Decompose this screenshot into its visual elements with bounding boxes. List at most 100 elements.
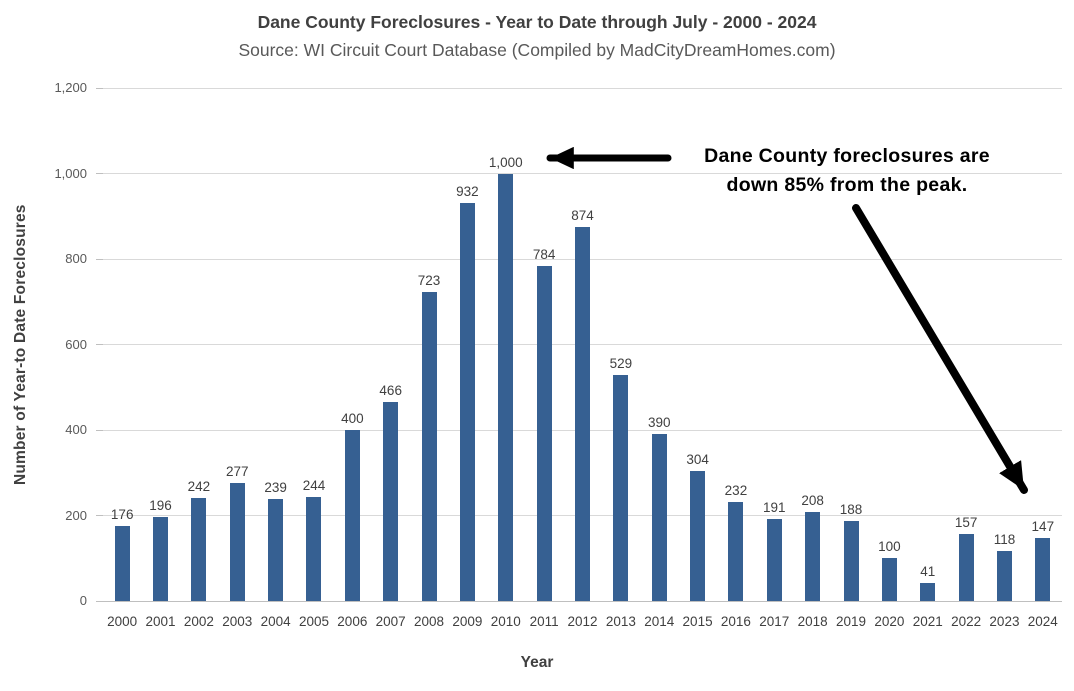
x-tick-label: 2021	[912, 614, 943, 629]
bar-2003	[229, 482, 245, 601]
y-tick-label: 600	[65, 336, 87, 352]
y-tick-mark	[96, 515, 103, 516]
y-tick-label: 200	[65, 507, 87, 523]
y-tick-label: 1,200	[54, 80, 87, 95]
x-tick-label: 2008	[414, 614, 445, 629]
x-tick-label: 2009	[452, 614, 483, 629]
bar-2008	[421, 291, 437, 601]
bar-2023	[996, 550, 1012, 601]
x-tick-label: 2012	[567, 614, 598, 629]
bar-2014	[651, 434, 667, 601]
bar-value-label: 147	[1031, 519, 1055, 535]
bar-2019	[843, 520, 859, 601]
x-tick-label: 2017	[759, 614, 790, 629]
plot-area: 176 196 242 277 239 244 400 466 723 932 1,000 784 87…	[103, 87, 1062, 602]
x-tick-label: 2016	[720, 614, 751, 629]
y-tick-mark	[96, 600, 103, 602]
bar-2011	[536, 265, 552, 601]
x-tick-label: 2022	[951, 614, 982, 629]
bar-value-label: 232	[724, 482, 748, 498]
annotation-line-1: Dane County foreclosures are	[704, 145, 990, 167]
x-tick-label: 2004	[260, 614, 291, 629]
bar-value-label: 400	[341, 411, 364, 426]
bar-value-label: 157	[954, 514, 978, 530]
bar-value-label: 304	[686, 452, 709, 468]
bar-value-label: 118	[993, 531, 1016, 547]
y-tick-mark	[96, 87, 103, 89]
bar-value-label: 41	[920, 564, 936, 580]
y-tick-label: 0	[79, 593, 87, 608]
bar-value-label: 874	[571, 208, 594, 224]
bar-value-label: 196	[149, 498, 172, 514]
bar-value-label: 277	[225, 463, 249, 479]
x-tick-label: 2019	[835, 614, 867, 629]
x-axis-line	[103, 600, 1062, 602]
bar-2015	[690, 471, 706, 601]
x-tick-label: 2014	[644, 614, 675, 629]
bar-2006	[344, 430, 360, 601]
y-tick-mark	[96, 429, 103, 431]
x-tick-label: 2007	[375, 614, 406, 629]
x-tick-label: 2002	[183, 614, 214, 629]
bar-value-label: 1,000	[488, 154, 523, 170]
bar-2024	[1035, 538, 1051, 601]
bar-2012	[575, 227, 590, 601]
bar-value-label: 208	[801, 493, 824, 509]
bar-value-label: 100	[878, 539, 901, 555]
x-tick-label: 2015	[682, 614, 713, 629]
bar-2022	[958, 533, 974, 601]
y-tick-mark	[96, 344, 103, 345]
bar-value-label: 723	[417, 272, 441, 288]
bar-value-label: 466	[379, 382, 402, 398]
x-tick-label: 2006	[337, 614, 368, 629]
x-tick-label: 2020	[874, 614, 905, 629]
bar-2010	[498, 173, 514, 601]
bar-2007	[383, 401, 399, 601]
bar-value-label: 191	[763, 500, 786, 516]
x-tick-label: 2005	[298, 614, 329, 629]
bar-2017	[766, 519, 782, 601]
bar-2020	[881, 558, 897, 601]
bar-2021	[920, 583, 936, 601]
bar-2002	[191, 497, 207, 601]
bar-2005	[306, 496, 322, 601]
bar-2013	[613, 374, 629, 601]
bar-value-label: 239	[264, 479, 287, 495]
y-tick-label: 800	[65, 251, 87, 266]
y-tick-mark	[96, 173, 103, 174]
y-tick-label: 1,000	[54, 165, 87, 181]
x-tick-label: 2000	[107, 614, 138, 629]
bar-2001	[153, 517, 169, 601]
bar-2009	[459, 202, 475, 601]
bar-value-label: 784	[532, 246, 556, 262]
gridline	[103, 87, 1062, 89]
bar-value-label: 529	[609, 355, 633, 371]
bar-value-label: 242	[187, 478, 211, 494]
bar-value-label: 932	[456, 183, 479, 199]
chart-title: Dane County Foreclosures - Year to Date …	[257, 12, 817, 32]
y-tick-mark	[96, 258, 103, 260]
bar-2018	[805, 512, 821, 601]
bar-value-label: 244	[302, 477, 326, 493]
x-tick-label: 2003	[222, 614, 253, 629]
gridline	[103, 173, 1062, 174]
x-tick-label: 2010	[490, 614, 521, 629]
x-tick-label: 2013	[605, 614, 636, 629]
bar-2016	[728, 501, 744, 601]
annotation-text: Dane County foreclosures are down 85% fr…	[651, 142, 1043, 199]
y-tick-label: 400	[65, 422, 87, 437]
x-tick-label: 2018	[797, 614, 828, 629]
bar-2000	[114, 525, 130, 601]
x-tick-label: 2001	[145, 614, 176, 629]
bar-value-label: 176	[110, 506, 134, 522]
x-axis-title: Year	[520, 654, 554, 671]
chart-subtitle: Source: WI Circuit Court Database (Compi…	[238, 40, 836, 60]
x-tick-label: 2011	[529, 614, 559, 629]
bar-value-label: 390	[647, 415, 671, 431]
x-tick-label: 2023	[989, 614, 1020, 629]
annotation-line-2: down 85% from the peak.	[726, 173, 968, 196]
bar-value-label: 188	[839, 501, 863, 517]
x-tick-label: 2024	[1027, 614, 1058, 629]
bar-2004	[268, 498, 284, 601]
